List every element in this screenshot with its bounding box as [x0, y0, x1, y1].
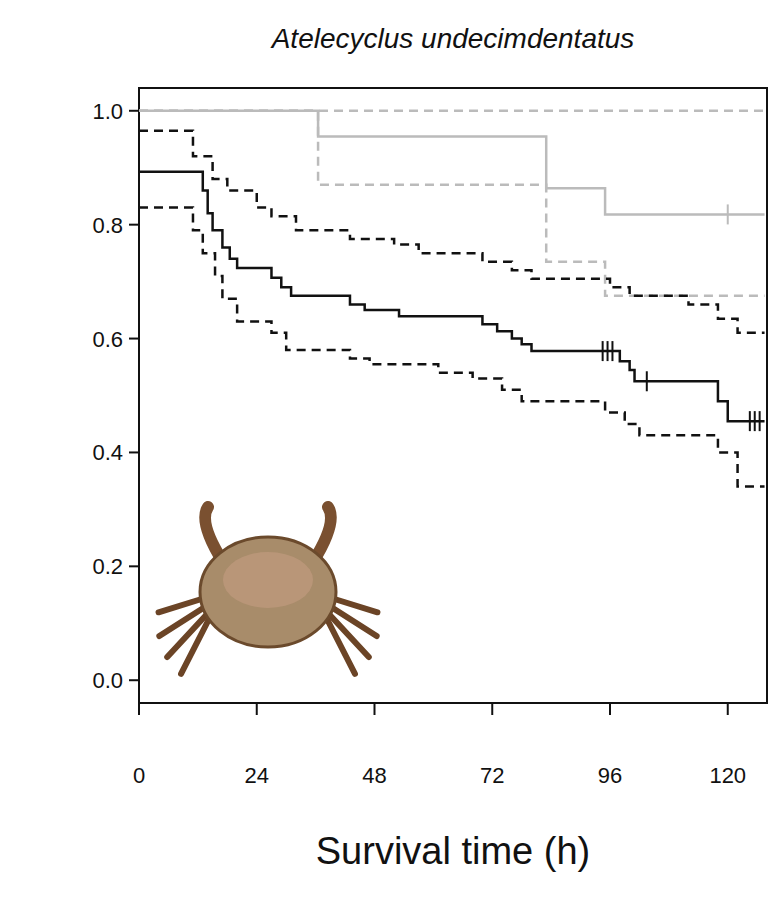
- survival-curve: [139, 131, 765, 333]
- x-tick: [727, 703, 729, 715]
- plot-area: [139, 111, 765, 487]
- y-tick: [129, 338, 139, 340]
- censor-mark: [759, 411, 761, 431]
- censor-mark: [754, 411, 756, 431]
- y-tick: [129, 110, 139, 112]
- crab-leg: [181, 621, 208, 674]
- y-tick-label: 0.8: [92, 213, 123, 238]
- censor-mark: [607, 341, 609, 361]
- x-tick-label: 0: [133, 763, 145, 788]
- plot-frame: [139, 88, 767, 703]
- survival-curve: [139, 208, 765, 487]
- survival-curve: [139, 111, 765, 215]
- x-axis-title: Survival time (h): [316, 830, 591, 872]
- x-tick: [256, 703, 258, 715]
- survival-curve: [139, 172, 765, 421]
- y-tick-label: 0.6: [92, 327, 123, 352]
- y-tick-label: 0.4: [92, 440, 123, 465]
- y-tick: [129, 565, 139, 567]
- censor-mark: [727, 204, 729, 224]
- x-tick-label: 48: [362, 763, 386, 788]
- x-tick-label: 72: [480, 763, 504, 788]
- x-tick: [374, 703, 376, 715]
- survival-curve: [139, 111, 765, 296]
- y-tick: [129, 679, 139, 681]
- x-tick: [491, 703, 493, 715]
- chart: Atelecyclus undecimdentatus 0.0 0.2 0.4 0.6 0…: [0, 0, 771, 903]
- x-tick-label: 96: [598, 763, 622, 788]
- censor-mark: [749, 411, 751, 431]
- y-tick-label: 0.0: [92, 668, 123, 693]
- title: Atelecyclus undecimdentatus: [270, 23, 635, 54]
- crab-shell-pattern: [223, 552, 313, 608]
- y-tick: [129, 451, 139, 453]
- y-tick-label: 1.0: [92, 99, 123, 124]
- y-tick-label: 0.2: [92, 554, 123, 579]
- x-tick-label: 24: [245, 763, 269, 788]
- crab-illustration: [159, 507, 378, 674]
- y-tick: [129, 224, 139, 226]
- crab-leg: [328, 621, 355, 674]
- censor-mark: [646, 371, 648, 391]
- x-tick: [138, 703, 140, 715]
- censor-mark: [602, 341, 604, 361]
- censor-mark: [611, 341, 613, 361]
- crab-body: [200, 537, 336, 647]
- x-tick: [609, 703, 611, 715]
- x-tick-label: 120: [709, 763, 746, 788]
